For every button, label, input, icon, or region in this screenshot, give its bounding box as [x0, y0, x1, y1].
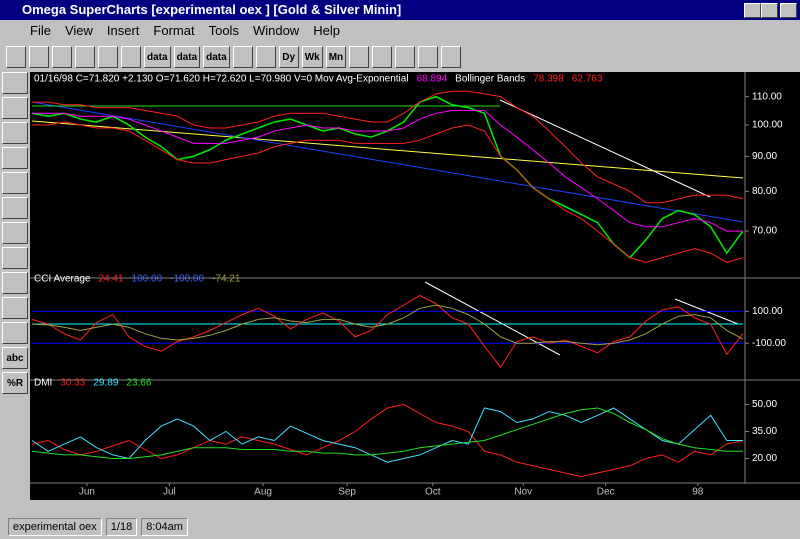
- menu-item[interactable]: View: [64, 23, 93, 38]
- panel-header: -100.00: [170, 274, 204, 285]
- panel-header: CCI Average: [34, 274, 91, 285]
- x-tick-label: 98: [692, 487, 704, 498]
- status-field: 8:04am: [141, 518, 188, 536]
- menu-item[interactable]: Tools: [208, 23, 239, 38]
- status-bar: experimental oex 1/18 8:04am: [0, 515, 800, 539]
- trendline: [31, 101, 744, 223]
- tool-button[interactable]: [75, 46, 95, 68]
- series-line: [31, 407, 743, 459]
- tool-button[interactable]: [2, 172, 28, 194]
- panel-header: -74.21: [212, 274, 241, 285]
- y-tick-label: 80.00: [752, 186, 777, 197]
- drawing-toolbar: abc %R: [2, 72, 28, 500]
- x-tick-label: Sep: [338, 487, 356, 498]
- tool-button[interactable]: [2, 72, 28, 94]
- y-tick-label: 90.00: [752, 151, 777, 162]
- y-tick-label: 70.00: [752, 226, 777, 237]
- tool-button[interactable]: [2, 247, 28, 269]
- y-tick-label: 100.00: [752, 306, 783, 317]
- tool-button[interactable]: [441, 46, 462, 68]
- series-line: [31, 403, 744, 478]
- panel-header: 23.66: [126, 378, 151, 389]
- menu-item[interactable]: Insert: [106, 23, 140, 38]
- x-tick-label: Nov: [514, 487, 532, 498]
- tool-button[interactable]: [255, 46, 276, 68]
- tool-button[interactable]: %R: [2, 372, 28, 394]
- tool-button[interactable]: [2, 297, 28, 319]
- tool-button[interactable]: [6, 46, 26, 68]
- y-tick-label: 20.00: [752, 453, 777, 464]
- x-tick-label: Aug: [254, 487, 272, 498]
- status-field: experimental oex: [8, 518, 102, 536]
- tool-button[interactable]: [2, 122, 28, 144]
- tool-button[interactable]: [2, 272, 28, 294]
- tool-button[interactable]: [52, 46, 72, 68]
- tool-button[interactable]: data: [144, 46, 171, 68]
- menu-item[interactable]: Window: [252, 23, 300, 38]
- menu-bar: File View Insert Format Tools Window Help: [0, 20, 800, 42]
- panel-header: 78.398: [533, 74, 564, 85]
- tool-button[interactable]: [98, 46, 118, 68]
- series-line: [32, 110, 743, 232]
- tool-button[interactable]: [2, 222, 28, 244]
- status-field: 1/18: [105, 518, 138, 536]
- trendline: [499, 99, 711, 198]
- trendline: [424, 281, 561, 356]
- y-tick-label: 100.00: [752, 120, 783, 131]
- series-line: [31, 407, 743, 463]
- tool-button[interactable]: [349, 46, 370, 68]
- trendline: [31, 120, 744, 179]
- panel-header: 62.763: [572, 74, 603, 85]
- menu-item[interactable]: Format: [153, 23, 195, 38]
- tool-button[interactable]: Mn: [325, 46, 347, 68]
- tool-button[interactable]: Dy: [278, 46, 299, 68]
- tool-button[interactable]: data: [173, 46, 201, 68]
- tool-button[interactable]: abc: [2, 347, 28, 369]
- x-tick-label: Oct: [425, 487, 441, 498]
- series-line: [32, 90, 744, 204]
- panel-header: 30.33: [60, 378, 85, 389]
- y-tick-label: 50.00: [752, 399, 777, 410]
- tool-button[interactable]: [2, 147, 28, 169]
- menu-item[interactable]: Help: [313, 23, 340, 38]
- tool-button[interactable]: [395, 46, 416, 68]
- tool-button[interactable]: [29, 46, 49, 68]
- tool-button[interactable]: [372, 46, 393, 68]
- series-line: [31, 304, 744, 346]
- series-line: [31, 95, 744, 259]
- panel-header: DMI: [34, 378, 52, 389]
- tool-button[interactable]: [2, 322, 28, 344]
- series-line: [32, 121, 744, 263]
- tool-button[interactable]: [2, 197, 28, 219]
- tool-button[interactable]: Wk: [301, 46, 323, 68]
- series-line: [31, 294, 744, 368]
- maximize-button[interactable]: [761, 3, 778, 18]
- tool-button[interactable]: [232, 46, 253, 68]
- chart: 01/16/98 C=71.820 +2.130 O=71.620 H=72.6…: [30, 72, 800, 500]
- tool-button[interactable]: [2, 97, 28, 119]
- close-button[interactable]: [780, 3, 797, 18]
- y-tick-label: 35.00: [752, 426, 777, 437]
- panel-header: 100.00: [132, 274, 163, 285]
- tool-button[interactable]: [418, 46, 439, 68]
- x-tick-label: Dec: [597, 487, 615, 498]
- panel-header: 68.894: [417, 74, 448, 85]
- menu-item[interactable]: File: [30, 23, 51, 38]
- y-tick-label: -100.00: [752, 338, 786, 349]
- toolbar: data data data Dy Wk Mn: [0, 44, 800, 70]
- x-tick-label: Jun: [79, 487, 95, 498]
- window-title: Omega SuperCharts [experimental oex ] [G…: [22, 2, 402, 17]
- title-bar: Omega SuperCharts [experimental oex ] [G…: [0, 0, 800, 20]
- panel-header: 24.41: [99, 274, 124, 285]
- panel-header: Bollinger Bands: [455, 74, 525, 85]
- tool-button[interactable]: [121, 46, 141, 68]
- tool-button[interactable]: data: [203, 46, 230, 68]
- minimize-button[interactable]: [744, 3, 761, 18]
- panel-header: 01/16/98 C=71.820 +2.130 O=71.620 H=72.6…: [34, 74, 409, 85]
- y-tick-label: 110.00: [752, 91, 782, 102]
- x-tick-label: Jul: [163, 487, 176, 498]
- panel-header: 29.89: [93, 378, 118, 389]
